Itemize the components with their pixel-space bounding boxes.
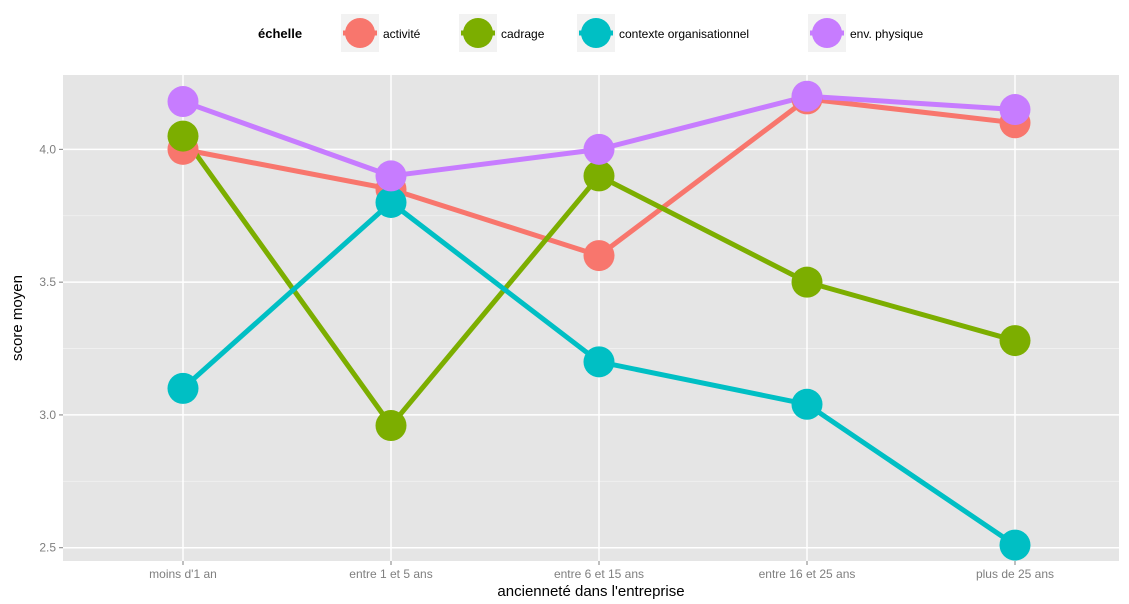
legend-key-point (812, 18, 842, 48)
y-tick-label: 3.0 (39, 408, 56, 422)
data-point (791, 266, 823, 298)
y-tick-label: 2.5 (39, 541, 56, 555)
data-point (375, 160, 407, 192)
grid (63, 75, 1119, 561)
data-point (999, 94, 1031, 126)
legend-label: env. physique (850, 27, 923, 41)
legend: échelle activité cadrage contexte organisa… (250, 14, 945, 52)
legend-title: échelle (258, 26, 302, 41)
y-axis: 2.5 3.0 3.5 4.0 (39, 142, 63, 555)
y-tick-label: 4.0 (39, 142, 56, 156)
legend-key-point (581, 18, 611, 48)
data-point (375, 410, 407, 442)
data-point (583, 160, 615, 192)
y-tick-label: 3.5 (39, 275, 56, 289)
x-axis: moins d'1 an entre 1 et 5 ans entre 6 et 1… (149, 561, 1054, 581)
x-tick-label: entre 16 et 25 ans (759, 567, 856, 581)
x-axis-title: ancienneté dans l'entreprise (497, 583, 684, 600)
data-point (167, 86, 199, 118)
legend-label: contexte organisationnel (619, 27, 749, 41)
data-point (791, 80, 823, 112)
legend-key-point (463, 18, 493, 48)
x-tick-label: plus de 25 ans (976, 567, 1054, 581)
data-point (791, 388, 823, 420)
data-point (999, 529, 1031, 561)
data-point (583, 133, 615, 165)
x-tick-label: moins d'1 an (149, 567, 217, 581)
series-points (167, 80, 1031, 561)
data-point (167, 372, 199, 404)
legend-key-point (345, 18, 375, 48)
data-point (999, 325, 1031, 357)
data-point (167, 120, 199, 152)
x-tick-label: entre 1 et 5 ans (349, 567, 432, 581)
legend-label: activité (383, 27, 421, 41)
data-point (375, 186, 407, 218)
x-tick-label: entre 6 et 15 ans (554, 567, 644, 581)
data-point (583, 240, 615, 272)
data-point (583, 346, 615, 378)
y-axis-title: score moyen (9, 275, 26, 361)
legend-label: cadrage (501, 27, 545, 41)
